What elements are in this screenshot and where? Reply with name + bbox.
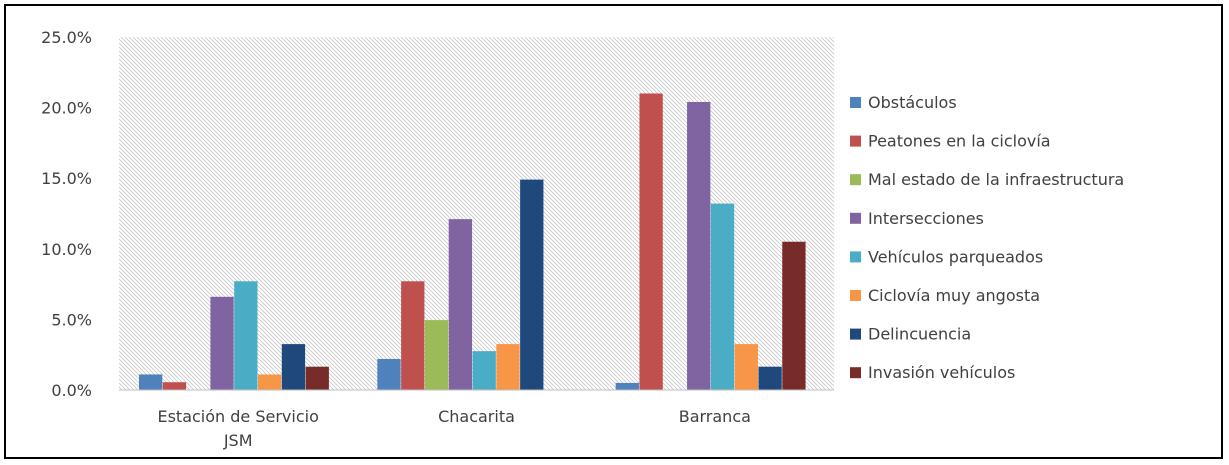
legend-label: Ciclovía muy angosta <box>868 286 1040 305</box>
bar <box>734 344 758 390</box>
y-tick-label: 10.0% <box>41 240 92 259</box>
legend-swatch <box>850 174 861 186</box>
y-tick-label: 25.0% <box>41 28 92 47</box>
bar <box>234 281 258 390</box>
bar <box>496 344 520 390</box>
y-tick-label: 0.0% <box>51 381 92 400</box>
bar <box>258 374 282 390</box>
bar <box>520 179 544 390</box>
legend-swatch <box>850 212 861 224</box>
bar <box>162 382 187 390</box>
y-tick-label: 5.0% <box>51 310 92 329</box>
bar <box>639 93 663 390</box>
legend-label: Mal estado de la infraestructura <box>868 170 1124 189</box>
bar <box>687 101 711 391</box>
chart-frame: 0.0% 5.0% 10.0% 15.0% 20.0% 25.0% Estación de… <box>4 4 1223 459</box>
bar <box>377 358 401 390</box>
legend-label: Invasión vehículos <box>868 363 1015 382</box>
bar <box>210 296 234 390</box>
bar <box>139 374 163 390</box>
legend-swatch <box>850 328 861 340</box>
y-axis: 0.0% 5.0% 10.0% 15.0% 20.0% 25.0% <box>41 28 92 400</box>
bar <box>401 281 425 390</box>
legend-swatch <box>850 97 861 108</box>
y-tick-label: 20.0% <box>41 99 92 118</box>
bar <box>758 366 782 390</box>
bar <box>782 241 806 390</box>
bar <box>281 344 306 390</box>
legend: Obstáculos Peatones en la ciclovía Mal est… <box>850 93 1124 382</box>
legend-swatch <box>850 251 861 263</box>
y-tick-label: 15.0% <box>41 169 92 188</box>
x-axis: Estación de Servicio JSM Chacarita Barranca <box>119 389 834 450</box>
bar <box>710 203 735 390</box>
bar-chart: 0.0% 5.0% 10.0% 15.0% 20.0% 25.0% Estación de… <box>41 28 1124 450</box>
x-category-label: Barranca <box>679 407 751 426</box>
bar <box>472 351 496 390</box>
bar <box>448 219 473 390</box>
legend-label: Peatones en la ciclovía <box>868 132 1051 151</box>
bar <box>305 366 329 390</box>
legend-label: Intersecciones <box>868 209 984 228</box>
x-category-label: Estación de Servicio JSM <box>157 407 318 450</box>
legend-label: Delincuencia <box>868 325 971 344</box>
legend-label: Vehículos parqueados <box>868 247 1043 266</box>
bar <box>615 382 639 390</box>
legend-label: Obstáculos <box>868 93 957 112</box>
bars <box>139 93 806 391</box>
legend-swatch <box>850 367 861 379</box>
bar <box>424 320 449 390</box>
legend-swatch <box>850 290 861 301</box>
legend-swatch <box>850 135 861 147</box>
x-category-label: Chacarita <box>438 407 515 426</box>
